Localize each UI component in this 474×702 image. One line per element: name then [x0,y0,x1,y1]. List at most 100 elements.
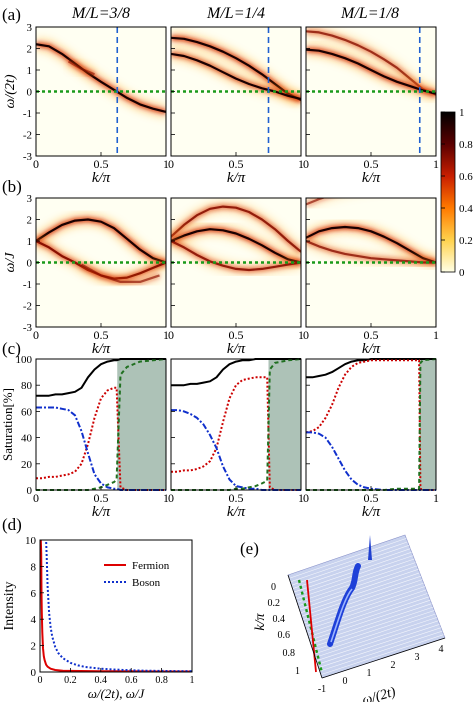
series-line-3 [306,431,436,491]
xtick-label: 0.5 [364,491,379,505]
column-title-3: M/L=1/8 [340,5,399,22]
panel-label-c: (c) [2,339,21,358]
xtick-label: 0.4 [95,675,108,686]
panel-e: 0 0.2 0.4 0.6 0.8 1 -1 0 1 2 3 4 k/π ω/(… [253,534,446,702]
heatmap-a-1: 0 0.5 1 -3 -2 -1 0 1 2 3 k/π [23,22,169,186]
ytick-label: -1 [23,108,32,120]
xtick-label: 1 [298,157,304,171]
xlabel: k/π [227,170,246,186]
surface-gridline [320,634,444,675]
xtick-label: 0.2 [64,675,77,686]
xlabel: k/π [362,504,381,520]
band-core-3 [171,240,301,272]
surface-ytick-4: 0.8 [283,648,296,659]
surface-zero-line [297,579,324,674]
ytick-label: -2 [23,130,32,142]
ytick-label: 80 [21,380,33,392]
heatmap-a-3: 0 0.5 1 k/π [303,26,439,186]
surface-gridline [317,624,440,665]
surface-gridline [300,572,420,614]
surface-ytick-1: 0.2 [268,598,281,609]
ytick-label: 100 [16,354,33,366]
band-core-1 [171,205,301,253]
ytick-label: 4 [31,614,37,626]
ytick-label: 0 [27,258,33,270]
xlabel: k/π [227,504,246,520]
ytick-label: 40 [21,433,33,445]
series-line-boson [45,540,192,672]
xtick-label: 0 [303,491,309,505]
heatmap-content [171,200,301,277]
surface-gridline [315,617,438,658]
surface-gridline [319,630,443,672]
surface-ylabel: k/π [253,612,268,630]
xtick-label: 0 [38,675,43,686]
surface-ytick-3: 0.6 [278,630,291,641]
ytick-label: 0 [31,667,37,679]
saturation-plot-3: 0 0.5 1 k/π [303,358,439,520]
colorbar-gradient [440,111,456,273]
xtick-label: 0 [168,328,174,342]
saturation-plot-2: 0 0.5 1 k/π [168,358,304,520]
surface-xtick-3: 2 [391,660,396,671]
surface-ytick-5: 1 [295,666,300,677]
xlabel: k/π [362,341,381,357]
ytick-label: -3 [23,151,33,163]
surface-plane [287,534,446,679]
surface-gridline [318,627,442,668]
surface-gridline [316,620,439,662]
colorbar-tick-label: 0.8 [459,139,473,151]
xlabel: k/π [227,341,246,357]
xlabel: k/π [92,341,111,357]
ytick-label: -1 [23,279,32,291]
surface-gridline [301,575,422,617]
series-line-1 [306,358,436,379]
surface-kf-line [306,579,317,673]
surface-gridline [292,548,411,589]
surface-gridline [303,582,424,624]
band-core-2 [306,48,436,95]
band-core-1 [36,218,166,264]
xtick-label: 0 [168,157,174,171]
ylabel: ω/(2t) [3,74,18,108]
band-core-2 [67,60,95,76]
xtick-label: 1 [298,491,304,505]
heatmap-b-2: 0 0.5 1 k/π [168,197,304,357]
series-line-fermion [40,540,192,672]
band-core-3 [80,263,160,283]
plot-frame [39,539,193,673]
xtick-label: 0.5 [364,328,379,342]
colorbar-tick-label: 0.4 [459,203,473,215]
shaded-region [268,359,301,490]
ytick-label: 60 [21,406,33,418]
panel-label-b: (b) [2,177,22,196]
surface-xtick-5: 4 [439,644,444,655]
heatmap-content [171,27,301,156]
panel-label-a: (a) [2,5,21,24]
band-core-1 [36,43,166,113]
series-line-4 [171,358,302,491]
heatmap-content [36,27,166,156]
surface-ytick-2: 0.4 [273,614,286,625]
surface-xlabel: ω/(2t) [361,685,398,702]
ylabel: ω/J [3,252,18,273]
series-line-4 [36,358,167,491]
surface-ytick-0: 0 [271,582,276,593]
heatmap-content [306,27,436,156]
ytick-label: 3 [27,193,33,205]
surface-xtick-1: 0 [343,676,348,687]
surface-gridline [314,613,436,655]
surface-gridlines [289,538,444,675]
ytick-label: 2 [27,215,33,227]
ytick-label: 2 [27,44,33,56]
heatmap-content [36,213,166,289]
surface-gridline [307,593,428,634]
xtick-label: 0.5 [229,491,244,505]
ytick-label: 20 [21,459,33,471]
series-line-2 [171,376,301,491]
ytick-label: 0 [27,87,33,99]
